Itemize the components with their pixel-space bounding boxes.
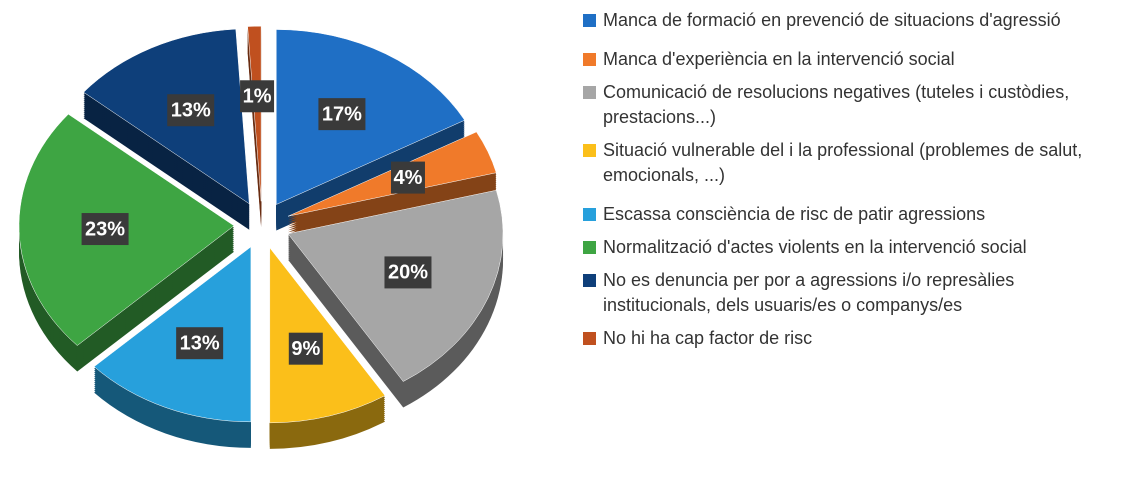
label-box [390, 161, 425, 194]
legend-item: Manca de formació en prevenció de situac… [583, 8, 1123, 33]
legend-item: Escassa consciència de risc de patir agr… [583, 202, 1123, 227]
legend-swatch [583, 274, 596, 287]
legend-swatch [583, 144, 596, 157]
legend-swatch [583, 53, 596, 66]
value-label: 13% [171, 100, 211, 122]
label-box [384, 256, 432, 289]
legend-swatch [583, 14, 596, 27]
legend-label: Comunicació de resolucions negatives (tu… [603, 82, 1070, 127]
legend-item: Situació vulnerable del i la professiona… [583, 138, 1123, 188]
label-box [318, 98, 366, 131]
legend-label: No es denuncia per por a agressions i/o … [603, 270, 1015, 315]
value-label: 23% [85, 218, 125, 240]
legend-label: Manca d'experiència en la intervenció so… [603, 49, 955, 69]
slice [276, 29, 466, 205]
legend-label: Situació vulnerable del i la professiona… [603, 140, 1083, 185]
legend-item: Manca d'experiència en la intervenció so… [583, 47, 1123, 72]
legend-item: Normalització d'actes violents en la int… [583, 235, 1123, 260]
pie-area: 17% 4% 20% 9% 13% 23% 13% 1% [18, 25, 504, 449]
label-box [167, 94, 215, 127]
value-label: 20% [388, 262, 428, 284]
label-box [176, 327, 224, 360]
slice [83, 28, 250, 205]
legend-label: Escassa consciència de risc de patir agr… [603, 204, 986, 224]
value-label: 17% [322, 103, 362, 125]
legend-label: Normalització d'actes violents en la int… [603, 237, 1027, 257]
legend: Manca de formació en prevenció de situac… [583, 8, 1123, 359]
legend-swatch [583, 86, 596, 99]
slice [93, 246, 252, 423]
legend-swatch [583, 208, 596, 221]
legend-label: Manca de formació en prevenció de situac… [603, 10, 1061, 30]
slice [247, 25, 262, 202]
legend-label: No hi ha cap factor de risc [603, 328, 813, 348]
legend-item: No es denuncia per por a agressions i/o … [583, 268, 1123, 318]
slice [269, 247, 386, 424]
legend-swatch [583, 332, 596, 345]
legend-swatch [583, 241, 596, 254]
value-labels: 17% 4% 20% 9% 13% 23% 13% 1% [81, 80, 432, 365]
label-box [240, 80, 275, 113]
legend-item: No hi ha cap factor de risc [583, 326, 1123, 351]
value-label: 13% [180, 332, 220, 354]
value-label: 4% [394, 167, 423, 189]
label-box [288, 332, 323, 365]
legend-item: Comunicació de resolucions negatives (tu… [583, 80, 1123, 130]
label-box [81, 213, 129, 246]
value-label: 1% [243, 86, 272, 108]
value-label: 9% [291, 338, 320, 360]
